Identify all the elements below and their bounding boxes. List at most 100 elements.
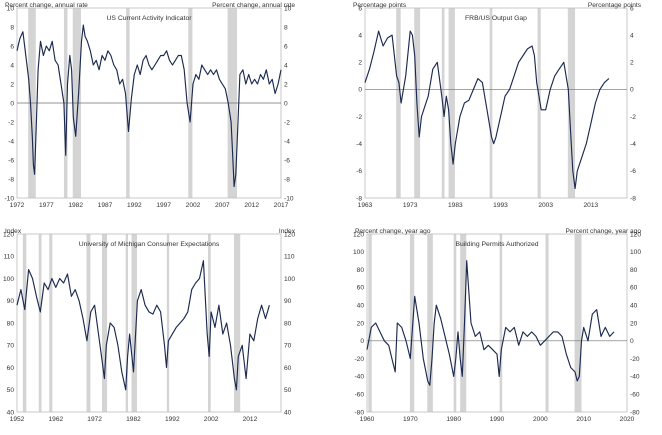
y-tick-left: 60 (7, 365, 15, 372)
unit-label-right: Percent change, year ago (565, 228, 641, 235)
y-tick-left: 0 (10, 100, 14, 107)
y-tick-left: -2 (8, 119, 14, 126)
recession-band (38, 234, 42, 412)
y-tick-right: 120 (630, 231, 641, 238)
x-tick-label: 1982 (126, 416, 141, 423)
x-tick-label: 1962 (48, 416, 63, 423)
x-tick-label: 2012 (244, 202, 259, 209)
y-tick-left: 2 (10, 81, 14, 88)
recession-band (86, 234, 91, 412)
x-tick-label: 1972 (10, 202, 25, 209)
unit-label-left: Index (5, 228, 22, 235)
y-tick-right: 80 (630, 267, 638, 274)
y-tick-left: 110 (3, 254, 14, 261)
chart-title: US Current Activity Indicator (107, 15, 193, 22)
x-tick-label: 2002 (186, 202, 201, 209)
x-tick-label: 1993 (493, 202, 508, 209)
recession-band (22, 234, 27, 412)
y-tick-left: 80 (357, 267, 365, 274)
x-tick-label: 1970 (403, 416, 418, 423)
recession-band (102, 234, 108, 412)
y-tick-right: -2 (630, 114, 636, 121)
recession-band (545, 234, 549, 412)
y-tick-left: 90 (7, 298, 15, 305)
recession-band (441, 8, 445, 198)
x-tick-label: 1980 (446, 416, 461, 423)
y-tick-right: -10 (284, 195, 294, 202)
y-tick-left: 20 (357, 320, 365, 327)
unit-label-right: Percent change, annual rate (212, 2, 295, 9)
y-tick-left: 70 (7, 343, 15, 350)
recession-band (460, 234, 467, 412)
series-line (366, 260, 615, 386)
series-line (16, 24, 282, 188)
x-tick-label: 1972 (87, 416, 102, 423)
y-tick-left: -2 (356, 114, 362, 121)
x-tick-label: 2012 (243, 416, 258, 423)
chart-panel-1: -10 -10 -8 -8 -6 -6 -4 -4 -2 -2 0 0 2 2 4 4 6 6 8 8 10 10 1972… (4, 2, 295, 209)
y-tick-right: -4 (630, 141, 636, 148)
y-tick-right: -8 (630, 195, 636, 202)
recession-band (368, 234, 372, 412)
y-tick-right: 10 (284, 5, 292, 12)
y-tick-right: 80 (284, 320, 292, 327)
chart-title: Building Permits Authorized (455, 241, 538, 248)
chart-title: FRB/US Output Gap (465, 15, 527, 22)
y-tick-right: 4 (284, 62, 288, 69)
y-tick-left: 6 (10, 43, 14, 50)
recession-band (166, 234, 170, 412)
x-tick-label: 2010 (576, 416, 591, 423)
y-tick-right: 120 (284, 231, 295, 238)
chart-panel-3: 40 40 50 50 60 60 70 70 80 80 90 90 100 100 110 110 120 1… (3, 228, 296, 423)
y-tick-left: 120 (3, 231, 14, 238)
y-tick-left: -40 (354, 374, 364, 381)
chart-panel-2: -8 -8 -6 -6 -4 -4 -2 -2 0 0 2 2 4 4 6 6 1963 1973 1983 1993… (353, 2, 642, 209)
recession-band (49, 234, 53, 412)
unit-label-left: Percent change, year ago (355, 228, 431, 235)
y-tick-left: 10 (7, 5, 15, 12)
y-tick-left: 4 (358, 32, 362, 39)
y-tick-right: 2 (284, 81, 288, 88)
y-tick-right: -6 (284, 157, 290, 164)
y-tick-right: -80 (630, 409, 640, 416)
x-tick-label: 2007 (215, 202, 230, 209)
y-tick-left: 100 (3, 276, 14, 283)
y-tick-right: 60 (284, 365, 292, 372)
x-tick-label: 2017 (274, 202, 289, 209)
y-tick-right: -8 (284, 176, 290, 183)
y-tick-right: 8 (284, 24, 288, 31)
x-tick-label: 1973 (403, 202, 418, 209)
recession-band (499, 234, 503, 412)
x-tick-label: 2002 (204, 416, 219, 423)
y-tick-right: -6 (630, 168, 636, 175)
recession-band (537, 8, 541, 198)
recession-band (427, 234, 433, 412)
unit-label-left: Percent change, annual rate (5, 2, 88, 9)
x-tick-label: 2013 (584, 202, 599, 209)
y-tick-right: 60 (630, 285, 638, 292)
y-tick-left: 100 (353, 249, 364, 256)
y-tick-right: -20 (630, 356, 640, 363)
y-tick-left: 0 (360, 338, 364, 345)
y-tick-left: 40 (357, 303, 365, 310)
y-tick-right: 100 (284, 276, 295, 283)
y-tick-left: 50 (7, 387, 15, 394)
y-tick-right: 6 (630, 5, 634, 12)
recession-band (453, 234, 457, 412)
y-tick-left: 6 (358, 5, 362, 12)
y-tick-left: 60 (357, 285, 365, 292)
x-tick-label: 1952 (10, 416, 25, 423)
plot-frame (366, 233, 628, 413)
y-tick-right: -4 (284, 138, 290, 145)
plot-frame (364, 7, 628, 199)
y-tick-left: -20 (354, 356, 364, 363)
y-tick-right: 40 (630, 303, 638, 310)
y-tick-left: 0 (358, 87, 362, 94)
y-tick-right: -60 (630, 392, 640, 399)
x-tick-label: 1987 (98, 202, 113, 209)
recession-band (409, 234, 415, 412)
y-tick-left: 120 (353, 231, 364, 238)
recession-band (234, 234, 241, 412)
x-tick-label: 1982 (68, 202, 83, 209)
y-tick-left: -4 (8, 138, 14, 145)
